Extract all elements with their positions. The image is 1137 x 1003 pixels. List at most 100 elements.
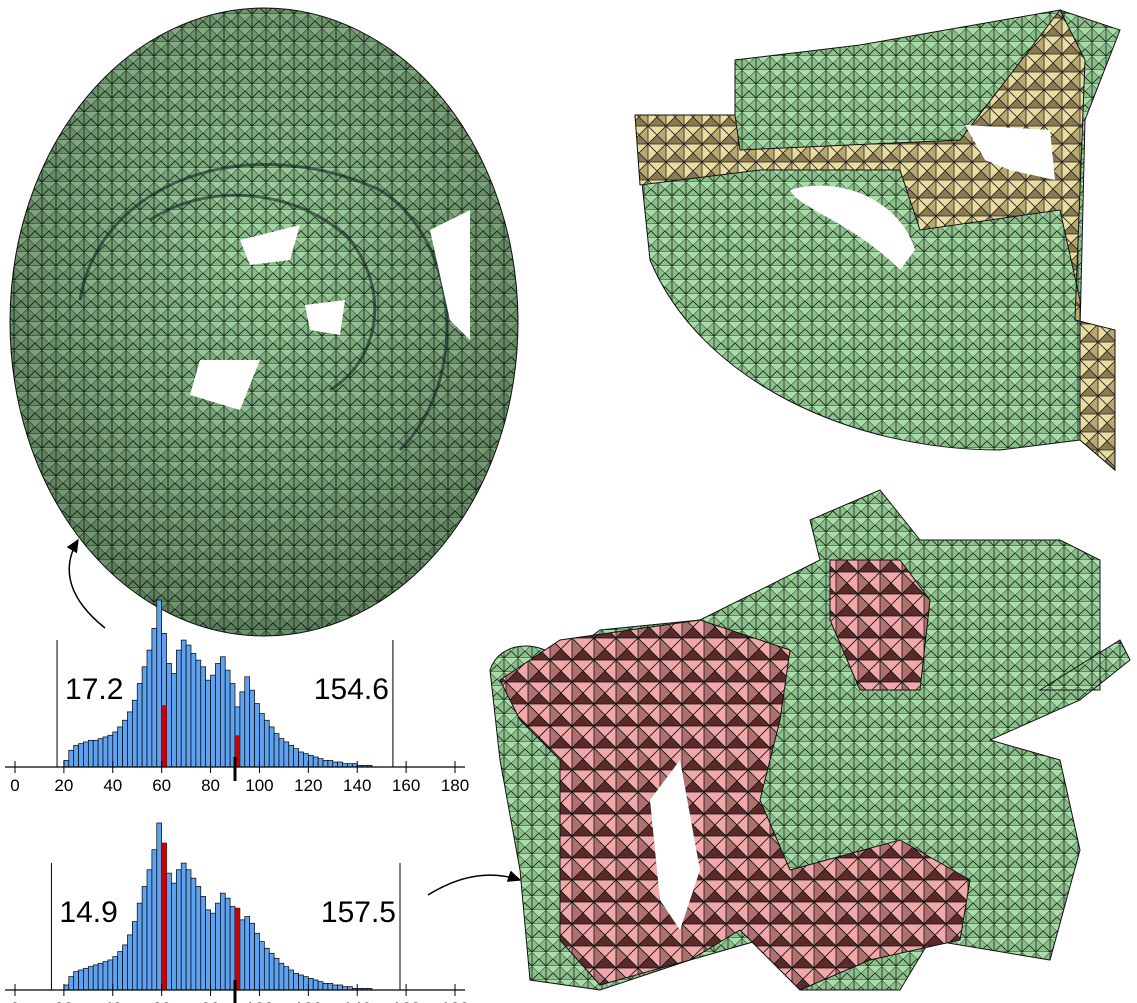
bar [220, 893, 225, 990]
bar [308, 755, 313, 767]
bar [299, 975, 304, 990]
bar [294, 973, 299, 990]
bar [289, 745, 294, 767]
bar [118, 727, 123, 767]
bar [152, 850, 157, 990]
bar [176, 870, 181, 990]
x-tick-label: 180 [441, 776, 469, 795]
bar [64, 985, 69, 990]
bar [93, 965, 98, 990]
bar [103, 962, 108, 990]
bar [264, 948, 269, 990]
bar [167, 663, 172, 767]
bar [240, 692, 245, 767]
bar [255, 933, 260, 990]
bar [220, 657, 225, 767]
x-tick-label: 140 [343, 776, 371, 795]
bar [269, 953, 274, 990]
bar [171, 673, 176, 767]
bar [308, 978, 313, 990]
figure: 02040608010012014016018017.2154.60204060… [0, 0, 1137, 1003]
bar [338, 762, 343, 767]
bar [294, 749, 299, 767]
bar [123, 945, 128, 990]
x-tick-label: 160 [392, 999, 420, 1003]
torus-mesh [10, 8, 518, 636]
bar [313, 757, 318, 767]
bar [230, 907, 235, 991]
bar [323, 983, 328, 990]
x-tick-label: 120 [294, 999, 322, 1003]
bar [98, 739, 103, 767]
bar [333, 985, 338, 990]
bar [142, 886, 147, 990]
bar [259, 942, 264, 990]
bar [157, 823, 162, 990]
x-tick-label: 160 [392, 776, 420, 795]
bar [264, 720, 269, 767]
bar [269, 727, 274, 767]
bar [127, 712, 132, 767]
bar [132, 922, 137, 990]
bar [303, 977, 308, 990]
range-label: 17.2 [65, 673, 123, 706]
arrow [428, 875, 520, 895]
bar [186, 645, 191, 767]
x-tick-label: 20 [54, 999, 73, 1003]
bar [132, 700, 137, 767]
bar [181, 863, 186, 990]
x-tick-label: 140 [343, 999, 371, 1003]
x-tick-label: 80 [201, 776, 220, 795]
bar [201, 896, 206, 990]
bar [279, 963, 284, 990]
quarter-mesh [635, 10, 1120, 470]
bar [250, 923, 255, 990]
bar [103, 737, 108, 767]
bar [186, 870, 191, 990]
bar [299, 752, 304, 767]
bar [93, 740, 98, 767]
x-tick-label: 80 [201, 999, 220, 1003]
bar [284, 967, 289, 990]
range-label: 154.6 [314, 673, 389, 706]
bar [328, 983, 333, 990]
bar [147, 870, 152, 990]
bar [108, 735, 113, 767]
bar [196, 660, 201, 767]
bar [74, 745, 79, 767]
highlight-bar [162, 705, 167, 767]
bar [123, 720, 128, 767]
x-tick-label: 40 [103, 999, 122, 1003]
bar [250, 690, 255, 767]
bar [201, 667, 206, 767]
bar [323, 760, 328, 767]
bar [225, 898, 230, 990]
bar [279, 739, 284, 767]
bar [245, 677, 250, 767]
bar [206, 680, 211, 767]
range-label: 157.5 [321, 896, 396, 929]
bar [230, 684, 235, 768]
bar [152, 628, 157, 767]
bar [215, 903, 220, 990]
bar [171, 883, 176, 990]
bar [74, 972, 79, 990]
bar [79, 744, 84, 767]
bar [137, 903, 142, 990]
bar [64, 760, 69, 767]
x-tick-label: 100 [245, 776, 273, 795]
bar [211, 913, 216, 990]
bar [69, 977, 74, 990]
x-tick-label: 40 [103, 776, 122, 795]
bar [181, 640, 186, 767]
bar [176, 650, 181, 767]
bar [259, 714, 264, 767]
x-tick-label: 180 [441, 999, 469, 1003]
bar [328, 760, 333, 767]
bar [157, 600, 162, 767]
bar [69, 750, 74, 767]
x-tick-label: 0 [10, 776, 19, 795]
bar [88, 740, 93, 767]
range-label: 14.9 [59, 896, 117, 929]
bar [245, 917, 250, 990]
